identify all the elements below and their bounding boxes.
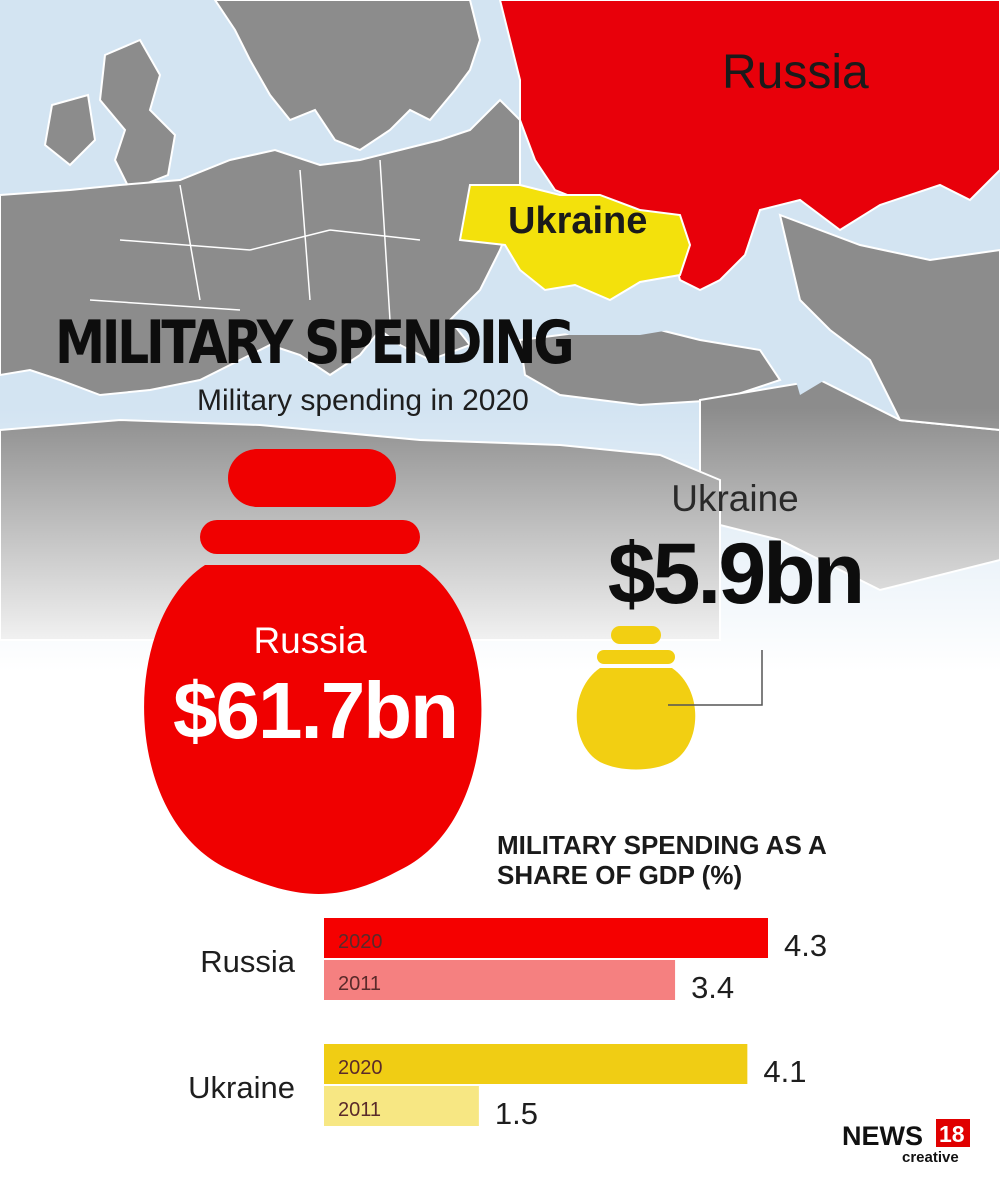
- bar-russia-2020: [324, 918, 768, 958]
- russia-money-bag-icon: [144, 449, 482, 894]
- category-label-russia: Russia: [200, 944, 296, 979]
- bar-year-label: 2020: [338, 931, 383, 953]
- russia-spending-value: $61.7bn: [173, 666, 459, 755]
- map-label-ukraine: Ukraine: [508, 200, 648, 242]
- bar-value-label: 3.4: [691, 970, 734, 1005]
- subtitle: Military spending in 2020: [197, 384, 529, 417]
- headline: MILITARY SPENDING: [55, 308, 575, 378]
- bar-value-label: 4.1: [763, 1054, 806, 1089]
- bar-value-label: 1.5: [495, 1096, 538, 1131]
- news18-creative-logo: NEWS 18 creative: [842, 1119, 970, 1166]
- bar-year-label: 2020: [338, 1057, 383, 1079]
- bar-ukraine-2011: [324, 1086, 479, 1126]
- map-label-russia: Russia: [722, 46, 869, 99]
- bar-value-label: 4.3: [784, 928, 827, 963]
- logo-tagline: creative: [902, 1149, 959, 1166]
- bar-year-label: 2011: [338, 973, 381, 995]
- logo-number: 18: [939, 1121, 965, 1147]
- bar-ukraine-2020: [324, 1044, 748, 1084]
- ukraine-spending-label: Ukraine: [671, 478, 799, 519]
- ukraine-money-bag-icon: [576, 626, 763, 770]
- russia-spending-label: Russia: [253, 620, 367, 661]
- chart-title: MILITARY SPENDING AS A SHARE OF GDP (%): [497, 830, 827, 890]
- bar-year-label: 2011: [338, 1099, 381, 1121]
- chart-title-line-1: MILITARY SPENDING AS A: [497, 830, 827, 860]
- ukraine-spending-value: $5.9bn: [607, 526, 865, 622]
- chart-title-line-2: SHARE OF GDP (%): [497, 860, 743, 890]
- bar-russia-2011: [324, 960, 676, 1000]
- logo-brand: NEWS: [842, 1121, 923, 1151]
- category-label-ukraine: Ukraine: [188, 1070, 295, 1105]
